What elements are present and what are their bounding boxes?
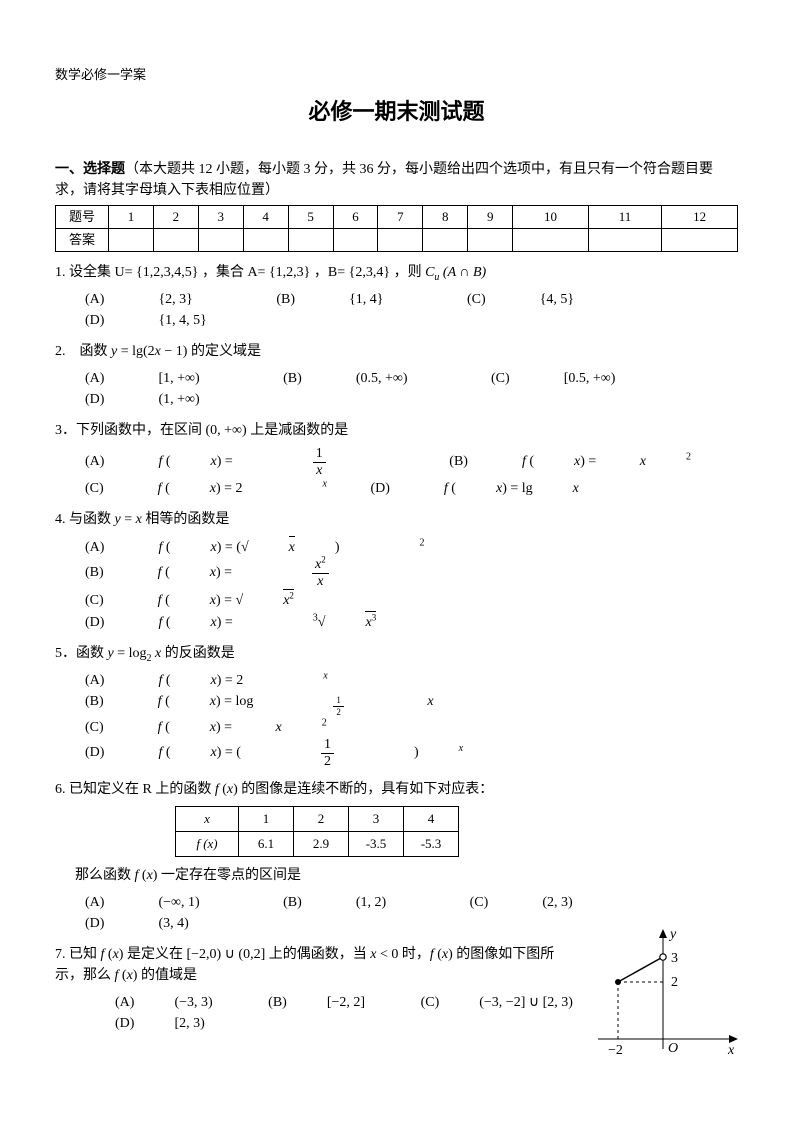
question-6: 6. 已知定义在 R 上的函数 f (x) 的图像是连续不断的，具有如下对应表： — [55, 779, 738, 800]
origin-label: O — [668, 1041, 678, 1056]
ans-row1-label: 题号 — [56, 205, 109, 228]
question-2: 2. 函数 y = lg(2x − 1) 的定义域是 — [55, 341, 738, 362]
question-4: 4. 与函数 y = x 相等的函数是 — [55, 509, 738, 530]
table-row: x 1 2 3 4 — [176, 806, 459, 831]
svg-text:3: 3 — [671, 951, 678, 966]
q4-options: (A) f (x) = (√x )2 (B) f (x) = x2x (C) f… — [85, 536, 738, 633]
q2-options: (A) [1, +∞) (B) (0.5, +∞) (C) [0.5, +∞) … — [85, 368, 738, 410]
x-axis-label: x — [727, 1043, 735, 1058]
subject-header: 数学必修一学案 — [55, 65, 738, 85]
q3-options: (A) f (x) = 1x (B) f (x) = x2 (C) f (x) … — [85, 447, 738, 499]
q5-options: (A) f (x) = 2x (B) f (x) = log12 x (C) f… — [85, 670, 738, 769]
svg-text:−2: −2 — [608, 1043, 623, 1058]
section-1-head: 一、选择题（本大题共 12 小题，每小题 3 分，共 36 分，每小题给出四个选… — [55, 158, 738, 201]
q6-line2: 那么函数 f (x) 一定存在零点的区间是 — [75, 865, 738, 886]
section-1-desc: （本大题共 12 小题，每小题 3 分，共 36 分，每小题给出四个选项中，有且… — [55, 162, 713, 198]
question-3: 3．下列函数中，在区间 (0, +∞) 上是减函数的是 — [55, 420, 738, 441]
q1-options: (A) {2, 3} (B) {1, 4} (C) {4, 5} (D) {1,… — [85, 289, 738, 331]
q6-table: x 1 2 3 4 f (x) 6.1 2.9 -3.5 -5.3 — [175, 806, 459, 857]
ans-row2-label: 答案 — [56, 228, 109, 251]
answer-table: 题号 1 2 3 4 5 6 7 8 9 10 11 12 答案 — [55, 205, 738, 252]
question-1: 1. 设全集 U= {1,2,3,4,5} ，集合 A= {1,2,3} ，B=… — [55, 262, 738, 283]
table-row: f (x) 6.1 2.9 -3.5 -5.3 — [176, 831, 459, 856]
q7-graph: y x O 3 2 −2 — [578, 924, 738, 1074]
table-row: 题号 1 2 3 4 5 6 7 8 9 10 11 12 — [56, 205, 738, 228]
question-5: 5．函数 y = log2 x 的反函数是 — [55, 643, 738, 664]
svg-text:2: 2 — [671, 975, 678, 990]
section-1-label: 一、选择题 — [55, 160, 125, 176]
table-row: 答案 — [56, 228, 738, 251]
y-axis-label: y — [668, 927, 677, 942]
page-title: 必修一期末测试题 — [55, 95, 738, 128]
